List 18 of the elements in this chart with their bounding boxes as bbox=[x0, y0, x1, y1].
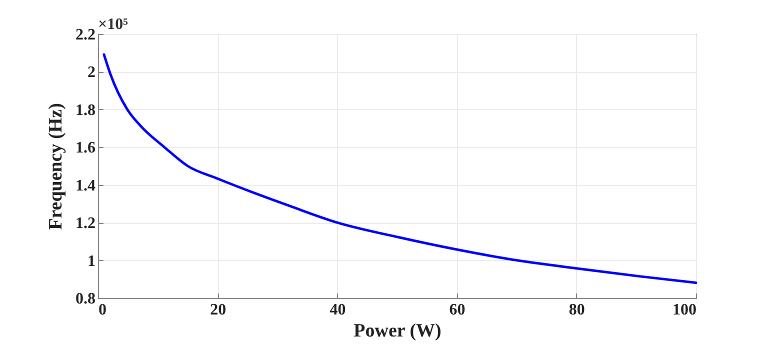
x-tick-label: 60 bbox=[449, 302, 466, 318]
x-axis-title: Power (W) bbox=[354, 320, 442, 342]
y-tick-label: 1.6 bbox=[76, 140, 96, 157]
y-tick-label: 0.8 bbox=[76, 290, 96, 308]
x-tick-label: 0 bbox=[98, 302, 106, 318]
text: ×10⁵ bbox=[98, 16, 128, 33]
x-tick-label: 40 bbox=[330, 302, 346, 318]
y-tick-label: 2.2 bbox=[76, 26, 96, 44]
line-series bbox=[102, 53, 698, 284]
y-tick-label: 2 bbox=[88, 64, 96, 82]
y-tick-label: 1.2 bbox=[76, 215, 96, 232]
y-axis-title: Frequency (Hz) bbox=[46, 103, 66, 230]
x-tick-label: 100 bbox=[672, 302, 696, 318]
y-tick-label: 1.4 bbox=[76, 177, 96, 194]
y-tick-label: 1 bbox=[88, 252, 96, 270]
y-tick-label: 1.8 bbox=[76, 102, 96, 119]
x-tick-label: 20 bbox=[210, 302, 226, 318]
x-tick-label: 80 bbox=[568, 302, 585, 318]
